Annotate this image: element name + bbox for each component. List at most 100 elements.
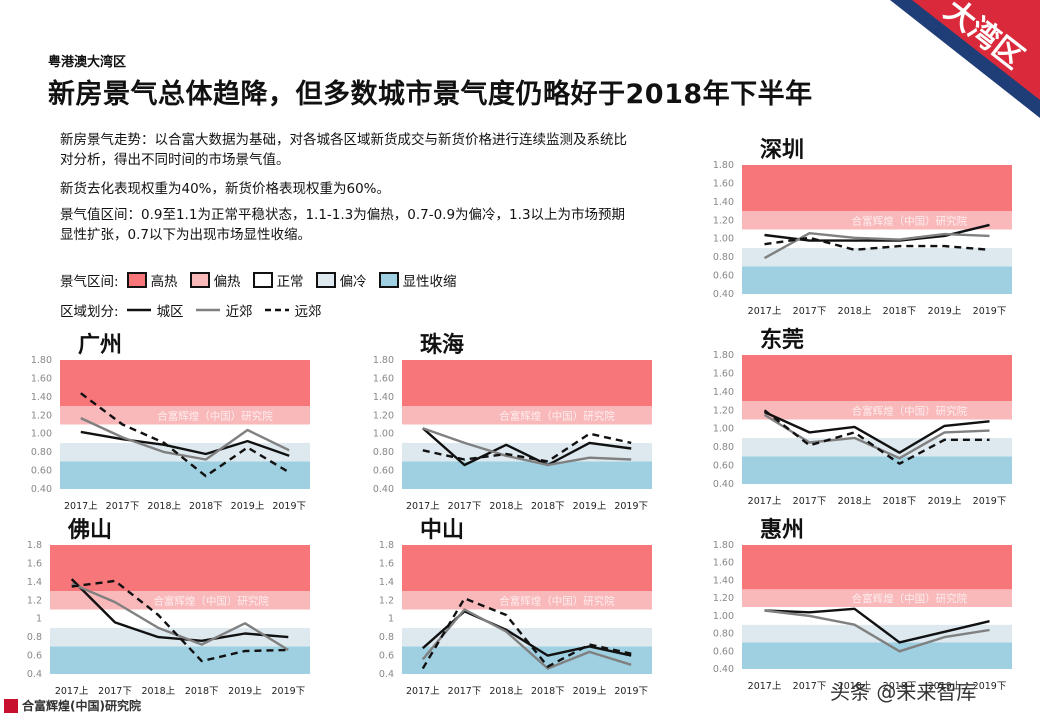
x-tick-label: 2019下 — [614, 686, 648, 697]
y-tick-label: 1 — [36, 614, 42, 625]
series-line-suburb — [422, 427, 632, 467]
series-line-urban — [764, 411, 990, 454]
series-line-suburb — [763, 413, 990, 460]
chart-title: 珠海 — [420, 332, 464, 358]
x-tick-label: 2018上 — [838, 306, 872, 317]
y-tick-label: 1.6 — [27, 558, 42, 569]
y-tick-label: 1.6 — [379, 558, 394, 569]
x-tick-label: 2018上 — [489, 686, 523, 697]
zone-band-normal — [742, 607, 1012, 625]
zone-band-shrink — [402, 461, 652, 489]
zone-band-warm — [742, 211, 1012, 230]
y-tick-label: 0.60 — [713, 271, 734, 282]
company-logo-icon — [4, 698, 18, 713]
page-title: 新房景气总体趋降，但多数城市景气度仍略好于2018年下半年 — [48, 79, 813, 110]
x-tick-label: 2019下 — [272, 501, 306, 512]
urban-line-key — [126, 308, 151, 312]
x-tick-label: 2017上 — [748, 496, 782, 507]
y-tick-label: 0.80 — [713, 442, 734, 453]
footer-logo: 合富辉煌(中国)研究院 — [4, 697, 141, 714]
series-line-exurb — [763, 409, 990, 465]
y-tick-label: 1.20 — [713, 405, 734, 416]
y-tick-label: 1.80 — [713, 540, 734, 551]
y-tick-label: 1.20 — [713, 215, 734, 226]
y-tick-label: 1.80 — [713, 160, 734, 171]
chart-watermark: 合富辉煌（中国）研究院 — [852, 404, 968, 417]
chart-watermark: 合富辉煌（中国）研究院 — [852, 214, 968, 227]
legend-item-warm: 偏热 — [189, 270, 241, 290]
series-line-suburb — [71, 582, 289, 652]
x-tick-label: 2018上 — [141, 686, 175, 697]
y-tick-label: 0.8 — [27, 632, 42, 643]
series-line-suburb — [764, 609, 990, 653]
y-tick-label: 0.6 — [379, 651, 394, 662]
chart-huizhou: 惠州 合富辉煌（中国）研究院 0.40 0.60 0.80 1.00 1.20 1.40 1.6… — [700, 515, 1020, 695]
warm-swatch — [189, 272, 210, 288]
chart-title: 广州 — [78, 332, 122, 358]
y-tick-label: 0.40 — [31, 484, 52, 495]
zone-legend: 景气区间: 高热 偏热 正常 偏冷 显性收缩 — [60, 270, 469, 290]
x-tick-label: 2017上 — [64, 501, 98, 512]
y-tick-label: 1.80 — [713, 350, 734, 361]
y-tick-label: 1.60 — [713, 368, 734, 379]
y-tick-label: 1 — [388, 614, 394, 625]
legend-label-urban: 城区 — [156, 304, 184, 320]
x-tick-label: 2018下 — [883, 681, 917, 692]
zone-band-warm — [402, 406, 652, 425]
x-tick-label: 2017下 — [448, 501, 482, 512]
x-tick-label: 2018上 — [489, 501, 523, 512]
series-line-suburb — [80, 417, 290, 461]
y-tick-label: 0.4 — [379, 669, 394, 680]
y-tick-label: 1.60 — [713, 558, 734, 569]
y-tick-label: 1.80 — [373, 355, 394, 366]
zone-band-hot — [60, 360, 310, 407]
zone-band-normal — [402, 424, 652, 443]
x-tick-label: 2017下 — [793, 496, 827, 507]
y-tick-label: 1.8 — [27, 540, 42, 551]
legend-item-suburb: 近郊 — [195, 300, 253, 320]
normal-swatch — [252, 272, 273, 288]
x-tick-label: 2019上 — [928, 681, 962, 692]
legend-label-shrink: 显性收缩 — [402, 274, 457, 290]
area-legend-title: 区域划分: — [60, 304, 119, 320]
legend-label-suburb: 近郊 — [225, 304, 253, 320]
y-tick-label: 1.60 — [31, 373, 52, 384]
y-tick-label: 1.00 — [373, 429, 394, 440]
y-tick-label: 1.00 — [713, 611, 734, 622]
zone-band-hot — [402, 545, 652, 592]
hot-swatch — [126, 272, 147, 288]
x-tick-label: 2018上 — [147, 501, 181, 512]
x-tick-label: 2017上 — [748, 306, 782, 317]
y-tick-label: 0.8 — [379, 632, 394, 643]
y-tick-label: 0.60 — [31, 466, 52, 477]
chart-guangzhou: 广州 合富辉煌（中国）研究院 0.40 0.60 0.80 1.00 1.20 1.40 1.6… — [18, 330, 318, 515]
chart-zhongshan: 中山 合富辉煌（中国）研究院 0.4 0.6 0.8 1 1.2 1.4 1.6 1.8 2017上… — [360, 515, 660, 700]
x-tick-label: 2017上 — [406, 501, 440, 512]
series-line-suburb — [421, 608, 632, 670]
zone-band-hot — [50, 545, 310, 592]
x-tick-label: 2018下 — [883, 306, 917, 317]
x-tick-label: 2017下 — [98, 686, 132, 697]
x-tick-label: 2017上 — [55, 686, 89, 697]
shrink-swatch — [378, 272, 399, 288]
y-tick-label: 0.80 — [713, 252, 734, 263]
series-line-suburb — [763, 231, 990, 260]
x-tick-label: 2019上 — [928, 496, 962, 507]
y-tick-label: 1.40 — [373, 392, 394, 403]
zone-band-shrink — [60, 461, 310, 489]
y-tick-label: 1.20 — [373, 410, 394, 421]
y-tick-label: 1.40 — [713, 575, 734, 586]
y-tick-label: 1.2 — [379, 595, 394, 606]
x-tick-label: 2018下 — [531, 501, 565, 512]
y-tick-label: 1.00 — [713, 234, 734, 245]
legend-label-normal: 正常 — [276, 274, 304, 290]
chart-title: 深圳 — [760, 138, 804, 163]
x-tick-label: 2019下 — [973, 306, 1007, 317]
chart-watermark: 合富辉煌（中国）研究院 — [499, 594, 615, 607]
y-tick-label: 0.80 — [373, 447, 394, 458]
legend-label-cool: 偏冷 — [339, 274, 367, 290]
